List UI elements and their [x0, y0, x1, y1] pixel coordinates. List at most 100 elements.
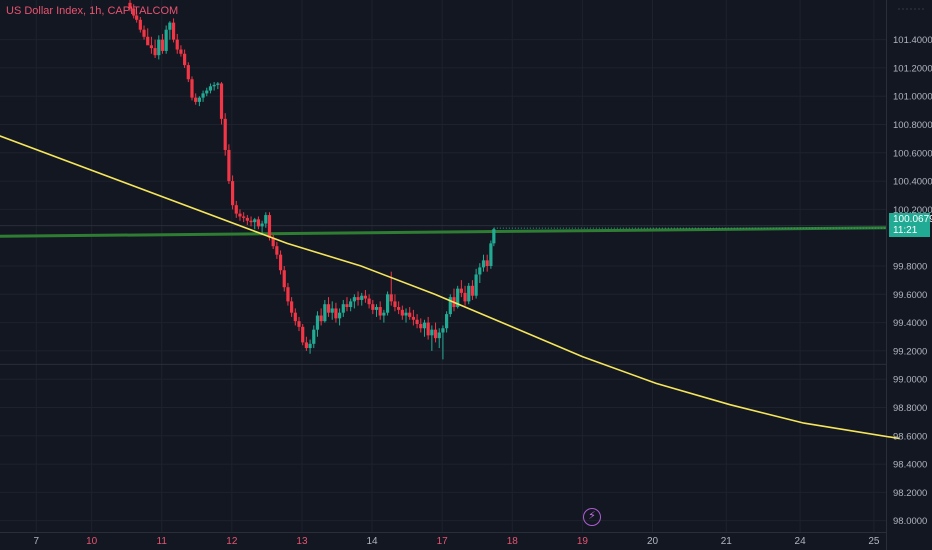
- candle-body: [430, 329, 434, 336]
- x-tick-label: 7: [33, 536, 39, 547]
- lightning-icon[interactable]: ⚡: [583, 508, 601, 526]
- y-tick-label: 98.0000: [893, 516, 927, 527]
- candlestick-series: [128, 0, 496, 360]
- candle-body: [223, 118, 227, 150]
- grid-lines: [0, 0, 887, 550]
- y-tick-label: 98.8000: [893, 403, 927, 414]
- candle-body: [489, 243, 493, 266]
- candle-body: [183, 53, 187, 66]
- candle-body: [260, 223, 264, 227]
- y-tick-label: 98.6000: [893, 431, 927, 442]
- x-tick-label: 14: [367, 536, 379, 547]
- x-tick-label: 11: [157, 536, 168, 547]
- candle-body: [433, 329, 438, 339]
- candle-body: [441, 328, 445, 333]
- last-price-badge: 100.0679 11:21: [889, 213, 932, 237]
- y-tick-label: 100.2000: [893, 205, 932, 216]
- candle-body: [437, 332, 441, 339]
- candle-body: [146, 36, 150, 46]
- candle-body: [378, 307, 382, 316]
- candle-body: [132, 8, 136, 16]
- candle-body: [448, 297, 452, 315]
- candle-body: [153, 48, 157, 56]
- candle-body: [371, 304, 375, 310]
- candle-body: [179, 49, 183, 54]
- candle-body: [227, 149, 231, 182]
- y-tick-label: 99.4000: [893, 318, 927, 329]
- candle-body: [415, 319, 419, 325]
- y-tick-label: 98.4000: [893, 460, 927, 471]
- candle-body: [481, 260, 486, 268]
- horizontal-levels: [0, 225, 887, 365]
- candle-body: [323, 304, 327, 322]
- candle-body: [253, 219, 257, 223]
- candle-body: [363, 295, 368, 299]
- candle-body: [341, 304, 345, 313]
- candle-body: [267, 215, 272, 238]
- x-tick-label: 12: [226, 536, 238, 547]
- trendline[interactable]: [0, 133, 900, 440]
- candle-body: [216, 83, 220, 85]
- candle-body: [135, 15, 139, 20]
- candle-body: [385, 294, 390, 313]
- candle-body: [160, 39, 165, 51]
- y-tick-label: 101.4000: [893, 35, 932, 46]
- candle-body: [293, 312, 297, 322]
- candle-body: [400, 309, 404, 316]
- x-tick-label: 17: [437, 536, 449, 547]
- x-tick-label: 18: [507, 536, 519, 547]
- candle-body: [301, 326, 305, 343]
- candle-body: [242, 216, 246, 218]
- price-axis[interactable]: 101.4000 101.2000 101.0000 100.8000 100.6000…: [893, 35, 932, 527]
- candle-body: [485, 260, 489, 266]
- candle-body: [319, 315, 323, 322]
- axis-menu-icon[interactable]: [898, 7, 924, 11]
- candle-body: [382, 312, 386, 316]
- x-tick-label: 25: [868, 536, 880, 547]
- candle-body: [205, 90, 209, 94]
- candle-body: [492, 229, 496, 244]
- candle-body: [278, 254, 283, 271]
- bar-countdown: 11:21: [893, 225, 918, 236]
- chart-title: US Dollar Index, 1h, CAPITALCOM: [6, 5, 179, 17]
- candle-body: [374, 307, 379, 310]
- x-tick-label: 13: [296, 536, 308, 547]
- candle-body: [445, 314, 449, 329]
- candle-body: [138, 19, 142, 30]
- candle-body: [171, 22, 176, 40]
- candle-body: [168, 22, 172, 30]
- candle-body: [230, 181, 235, 206]
- y-tick-label: 99.8000: [893, 262, 927, 273]
- time-axis[interactable]: 7 10 11 12 13 14 17 18 19 20 21 24 25: [33, 536, 879, 547]
- candle-body: [249, 220, 253, 223]
- candle-body: [234, 205, 238, 214]
- y-tick-label: 99.2000: [893, 346, 927, 357]
- candle-body: [356, 297, 360, 300]
- candle-body: [411, 316, 415, 320]
- candle-body: [463, 292, 467, 302]
- candle-body: [256, 219, 261, 227]
- candle-body: [308, 343, 312, 349]
- candle-body: [219, 83, 224, 119]
- resistance-line[interactable]: [0, 226, 887, 238]
- candle-body: [367, 298, 371, 305]
- candle-body: [349, 301, 353, 308]
- candle-body: [426, 322, 430, 336]
- candle-body: [326, 304, 331, 313]
- candle-body: [393, 301, 397, 308]
- x-tick-label: 19: [577, 536, 589, 547]
- candle-body: [408, 312, 412, 317]
- y-tick-label: 100.8000: [893, 120, 932, 131]
- candle-body: [352, 297, 356, 302]
- candle-body: [128, 2, 132, 9]
- y-tick-label: 99.6000: [893, 290, 927, 301]
- candle-body: [149, 45, 154, 49]
- candle-body: [238, 213, 242, 217]
- candle-body: [157, 39, 161, 56]
- candle-body: [190, 79, 194, 98]
- candle-body: [334, 308, 338, 319]
- candle-body: [194, 97, 198, 102]
- candle-body: [212, 84, 216, 87]
- candle-body: [290, 301, 294, 313]
